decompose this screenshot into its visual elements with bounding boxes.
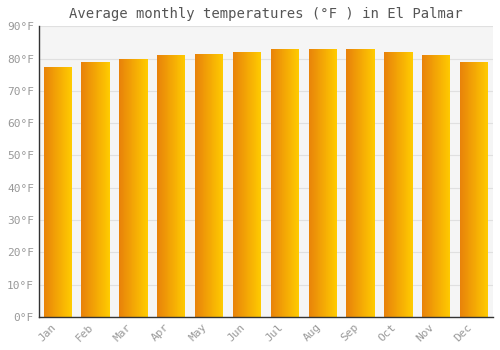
Title: Average monthly temperatures (°F ) in El Palmar: Average monthly temperatures (°F ) in El… — [69, 7, 462, 21]
